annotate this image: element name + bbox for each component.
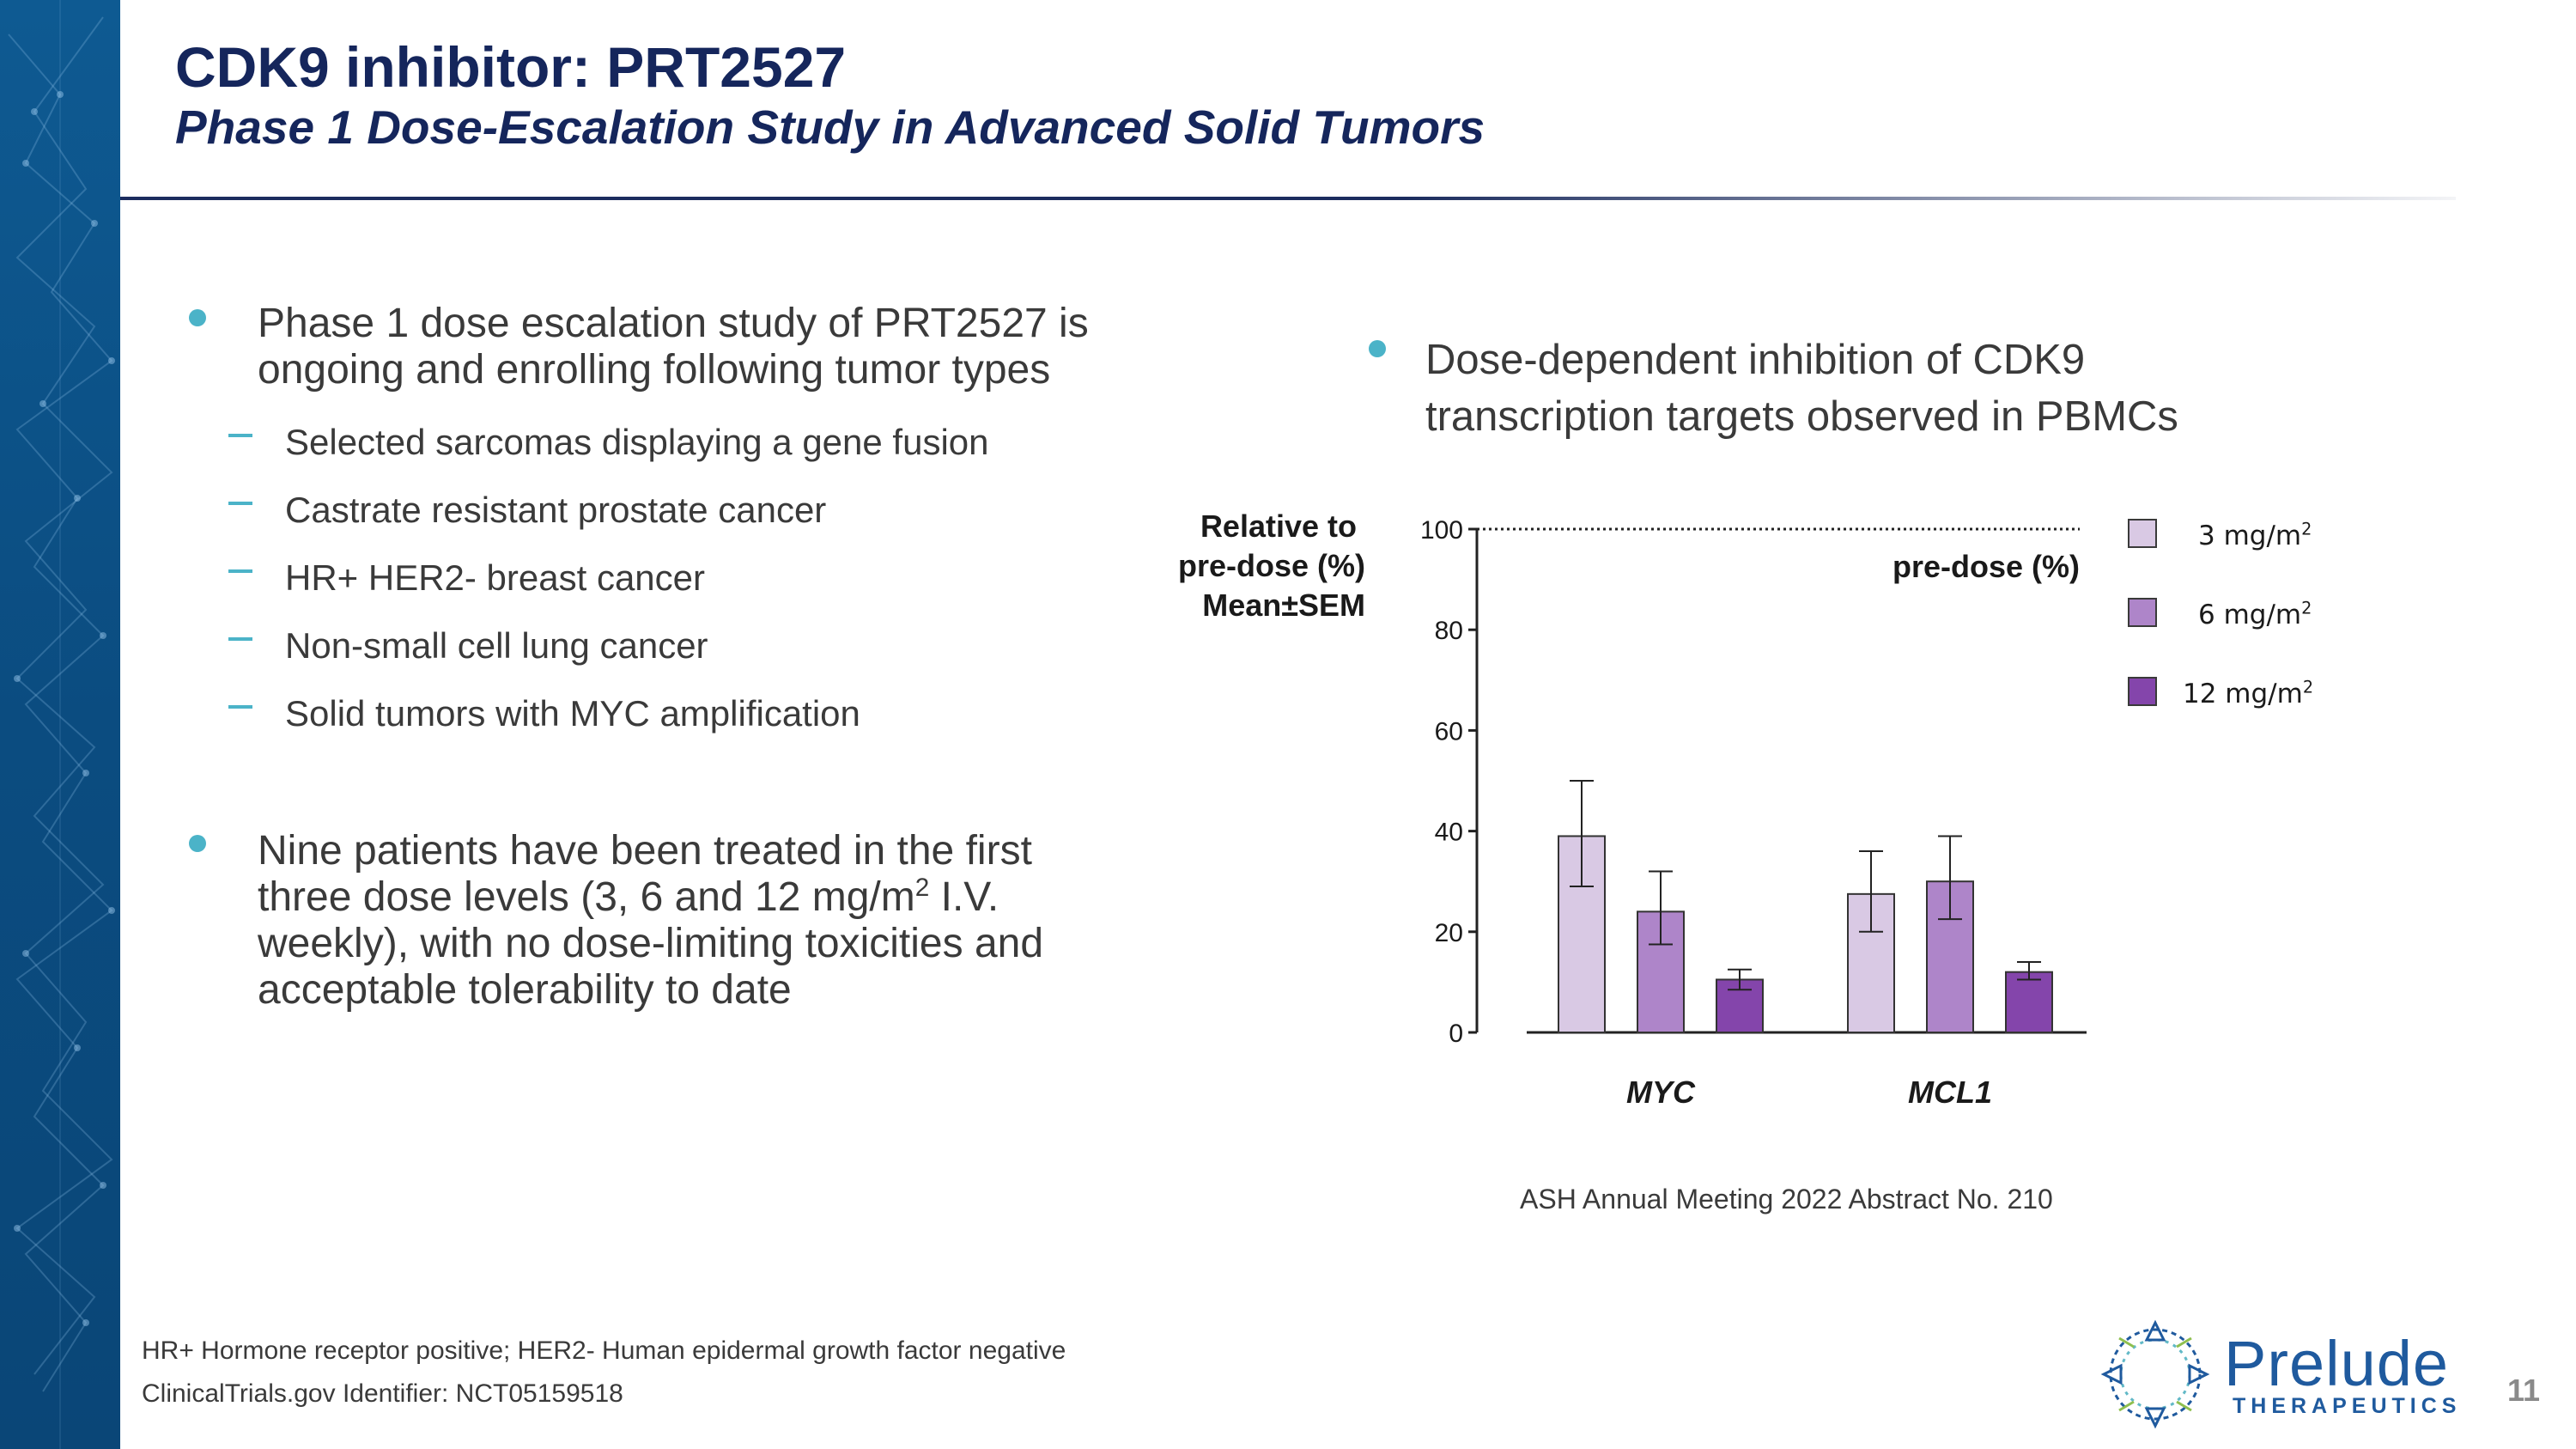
y-axis-title-line: pre-dose (%) bbox=[1177, 548, 1365, 583]
title-divider bbox=[120, 197, 2456, 200]
y-axis-title-line: Relative to bbox=[1200, 508, 1357, 544]
dash-icon bbox=[228, 502, 252, 505]
sub-item: Selected sarcomas displaying a gene fusi… bbox=[285, 422, 989, 462]
sub-item: HR+ HER2- breast cancer bbox=[285, 557, 706, 598]
footnote-clinical-trials: ClinicalTrials.gov Identifier: NCT051595… bbox=[142, 1379, 623, 1408]
dash-icon bbox=[228, 637, 252, 641]
y-tick-label: 100 bbox=[1420, 516, 1463, 545]
right-bullet-line-1: Dose-dependent inhibition of CDK9 bbox=[1425, 337, 2086, 383]
reference-line-label: pre-dose (%) bbox=[1893, 549, 2080, 584]
bar-mcl1-2 bbox=[2005, 971, 2053, 1034]
footnote-abbreviations: HR+ Hormone receptor positive; HER2- Hum… bbox=[142, 1336, 1066, 1365]
dash-icon bbox=[228, 705, 252, 709]
logo-wordmark: Prelude bbox=[2224, 1328, 2450, 1399]
bar-myc-0 bbox=[1558, 835, 1606, 1034]
dash-icon bbox=[228, 569, 252, 573]
prelude-logo-icon bbox=[2100, 1319, 2210, 1429]
bullet-dot-icon bbox=[189, 835, 206, 852]
bullet-2-line-1: Nine patients have been treated in the f… bbox=[258, 828, 1032, 874]
legend-swatch-6mg bbox=[2128, 598, 2157, 627]
bullet-1-line-1: Phase 1 dose escalation study of PRT2527… bbox=[258, 301, 1089, 346]
x-category-label: MYC bbox=[1626, 1075, 1696, 1110]
bullet-dot-icon bbox=[189, 309, 206, 326]
y-tick-label: 80 bbox=[1435, 617, 1463, 645]
legend-label-3mg: 3 mg/m2 bbox=[2198, 519, 2312, 551]
bullet-2-line-2: three dose levels (3, 6 and 12 mg/m2 I.V… bbox=[258, 874, 999, 920]
dash-icon bbox=[228, 434, 252, 437]
legend-label-12mg: 12 mg/m2 bbox=[2183, 677, 2314, 709]
chart-citation: ASH Annual Meeting 2022 Abstract No. 210 bbox=[1520, 1184, 2053, 1215]
bullet-2-line-3: weekly), with no dose-limiting toxicitie… bbox=[258, 921, 1044, 966]
network-pattern-icon bbox=[8, 0, 115, 1449]
slide-title: CDK9 inhibitor: PRT2527 bbox=[175, 35, 847, 99]
y-axis-title-line: Mean±SEM bbox=[1202, 588, 1365, 623]
bar-mcl1-0 bbox=[1847, 892, 1895, 1033]
bullet-1-line-2: ongoing and enrolling following tumor ty… bbox=[258, 347, 1051, 393]
y-tick-label: 60 bbox=[1435, 717, 1463, 746]
logo-tagline: THERAPEUTICS bbox=[2233, 1394, 2462, 1418]
x-category-label: MCL1 bbox=[1908, 1075, 1992, 1110]
sub-item: Non-small cell lung cancer bbox=[285, 625, 708, 666]
page-number: 11 bbox=[2507, 1373, 2541, 1408]
bullet-2-line-4: acceptable tolerability to date bbox=[258, 967, 792, 1013]
y-tick-label: 20 bbox=[1435, 919, 1463, 947]
legend-label-6mg: 6 mg/m2 bbox=[2198, 598, 2312, 630]
right-bullet-line-2: transcription targets observed in PBMCs bbox=[1425, 393, 2178, 440]
legend-swatch-12mg bbox=[2128, 677, 2157, 706]
legend-swatch-3mg bbox=[2128, 519, 2157, 548]
left-decorative-band bbox=[0, 0, 120, 1449]
bar-mcl1-1 bbox=[1926, 880, 1974, 1033]
sub-item: Solid tumors with MYC amplification bbox=[285, 693, 860, 734]
bar-myc-2 bbox=[1716, 978, 1764, 1033]
y-tick-label: 40 bbox=[1435, 819, 1463, 847]
y-tick-label: 0 bbox=[1449, 1020, 1463, 1048]
slide-subtitle: Phase 1 Dose-Escalation Study in Advance… bbox=[175, 100, 1485, 154]
sub-item: Castrate resistant prostate cancer bbox=[285, 490, 827, 530]
bullet-dot-icon bbox=[1369, 340, 1386, 357]
bar-myc-1 bbox=[1637, 910, 1685, 1033]
